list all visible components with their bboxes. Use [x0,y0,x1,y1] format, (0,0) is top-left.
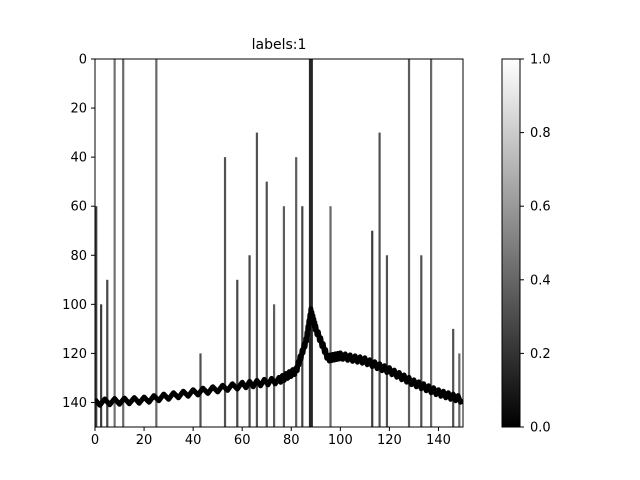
x-tick-label: 140 [426,433,451,448]
y-tick-label: 140 [62,396,87,411]
streak-19 [378,132,381,427]
streak-14 [295,157,298,427]
y-tick-label: 20 [70,102,87,117]
streak-22 [420,255,423,427]
y-axis: 0 20 40 60 80 100 120 140 [62,53,95,411]
plot-frame [94,58,464,428]
streak-15 [301,206,304,427]
streak-0 [95,206,98,427]
colorbar-ticks: 0.0 0.2 0.4 0.6 0.8 1.0 [520,53,551,436]
x-tick-label: 120 [377,433,402,448]
streak-8 [236,279,239,427]
y-tick-label: 60 [70,200,87,215]
x-axis: 0 20 40 60 80 100 120 140 [91,427,451,448]
streak-10 [255,132,259,427]
x-tick-label: 0 [91,433,99,448]
x-tick-label: 20 [136,433,153,448]
streak-17 [329,206,332,427]
colorbar: 0.0 0.2 0.4 0.6 0.8 1.0 [501,53,551,436]
streak-1 [100,304,103,427]
streak-11 [265,181,268,427]
colorbar-tick-label: 0.0 [530,421,551,436]
y-tick-label: 100 [62,298,87,313]
band-line [95,306,463,408]
streak-21 [407,59,411,427]
vertical-streaks [95,59,461,427]
x-tick-label: 100 [328,433,353,448]
x-tick-label: 40 [185,433,202,448]
chart-title: labels:1 [252,37,307,53]
dark-band [95,306,463,408]
y-tick-label: 80 [70,249,87,264]
streak-25 [458,353,461,427]
streak-23 [430,59,433,427]
y-tick-label: 120 [62,347,87,362]
streak-9 [248,255,251,427]
streak-24 [452,328,455,427]
colorbar-tick-label: 0.8 [530,126,551,141]
streak-4 [122,59,125,427]
x-tick-label: 60 [234,433,251,448]
y-tick-label: 40 [70,151,87,166]
plot-area [94,58,464,428]
streak-18 [371,230,374,427]
colorbar-tick-label: 0.6 [530,200,551,215]
colorbar-gradient [501,58,521,428]
y-tick-label: 0 [79,53,87,68]
plot-background [95,59,463,427]
streak-12 [272,304,276,427]
colorbar-tick-label: 0.4 [530,273,551,288]
colorbar-tick-label: 0.2 [530,347,551,362]
streak-3 [113,59,116,427]
streak-5 [155,59,158,427]
colorbar-tick-label: 1.0 [530,53,551,68]
x-tick-label: 80 [283,433,300,448]
streak-20 [385,255,389,427]
streak-16 [308,59,313,427]
streak-13 [282,206,286,427]
streak-2 [106,279,109,427]
streak-7 [223,157,227,427]
